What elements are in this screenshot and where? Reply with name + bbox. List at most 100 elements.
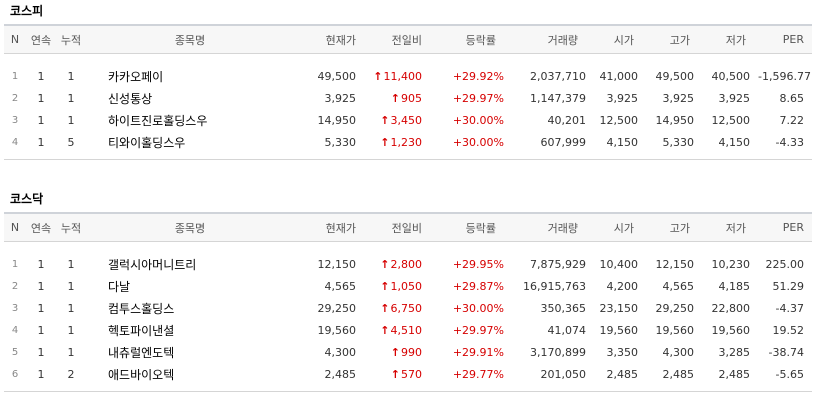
stock-name-link[interactable]: 헥토파이낸셜	[108, 323, 175, 338]
change-value: 11,400	[383, 69, 423, 83]
table-header-row: N 연속 누적 종목명 현재가 전일비 등락률 거래량 시가 고가 저가 PER	[4, 212, 812, 242]
column-header: 연속	[26, 24, 56, 54]
table-header-row: N 연속 누적 종목명 현재가 전일비 등락률 거래량 시가 고가 저가 PER	[4, 24, 812, 54]
price-cell: 14,950	[317, 113, 357, 127]
change-cell: ↑990	[366, 341, 438, 363]
price-cell: 29,250	[317, 301, 357, 315]
high-cell: 5,330	[662, 135, 695, 149]
rate-cell: +29.95%	[452, 257, 504, 271]
column-header: 등락률	[438, 212, 510, 242]
change-value: 2,800	[390, 257, 423, 271]
change-cell: ↑905	[366, 87, 438, 109]
open-cell: 3,350	[606, 345, 639, 359]
column-header: 시가	[588, 24, 642, 54]
upper-limit-arrow-icon: ↑	[390, 367, 400, 381]
upper-limit-arrow-icon: ↑	[380, 279, 390, 293]
streak-cell: 1	[37, 367, 45, 381]
change-value: 6,750	[390, 301, 423, 315]
upper-limit-arrow-icon: ↑	[380, 135, 390, 149]
stock-name-link[interactable]: 하이트진로홀딩스우	[108, 113, 208, 128]
section-title: 코스닥	[10, 192, 44, 206]
volume-cell: 7,875,929	[530, 257, 586, 271]
low-cell: 4,185	[718, 279, 751, 293]
cumulative-cell: 2	[67, 367, 75, 381]
volume-cell: 201,050	[540, 367, 587, 381]
row-number: 5	[11, 346, 19, 358]
stock-name-link[interactable]: 갤럭시아머니트리	[108, 257, 197, 272]
change-value: 3,450	[390, 113, 423, 127]
open-cell: 3,925	[606, 91, 639, 105]
change-value: 1,050	[390, 279, 423, 293]
cumulative-cell: 5	[67, 135, 75, 149]
table-row: 1 1 1 카카오페이 49,500 ↑11,400 +29.92% 2,037,710 41,…	[4, 65, 812, 87]
high-cell: 4,565	[662, 279, 695, 293]
low-cell: 4,150	[718, 135, 751, 149]
upper-limit-arrow-icon: ↑	[380, 257, 390, 271]
column-header: 종목명	[86, 24, 294, 54]
row-number: 1	[11, 258, 19, 270]
change-cell: ↑11,400	[366, 65, 438, 87]
rate-cell: +29.77%	[452, 367, 504, 381]
volume-cell: 350,365	[540, 301, 587, 315]
low-cell: 12,500	[711, 113, 751, 127]
stock-name-link[interactable]: 신성통상	[108, 91, 153, 106]
high-cell: 49,500	[655, 69, 695, 83]
per-cell: 19.52	[772, 323, 805, 337]
volume-cell: 41,074	[547, 323, 587, 337]
cumulative-cell: 1	[67, 69, 75, 83]
stock-name-link[interactable]: 내츄럴엔도텍	[108, 345, 175, 360]
column-header: 등락률	[438, 24, 510, 54]
table-row: 4 1 5 티와이홀딩스우 5,330 ↑1,230 +30.00% 607,999 4,150…	[4, 131, 812, 153]
high-cell: 29,250	[655, 301, 695, 315]
per-cell: 225.00	[765, 257, 805, 271]
streak-cell: 1	[37, 323, 45, 337]
table-row: 5 1 1 내츄럴엔도텍 4,300 ↑990 +29.91% 3,170,899 3,350 4…	[4, 341, 812, 363]
change-cell: ↑4,510	[366, 319, 438, 341]
change-cell: ↑3,450	[366, 109, 438, 131]
column-header: 저가	[698, 24, 754, 54]
rate-cell: +29.97%	[452, 323, 504, 337]
upper-limit-arrow-icon: ↑	[390, 91, 400, 105]
price-cell: 49,500	[317, 69, 357, 83]
cumulative-cell: 1	[67, 91, 75, 105]
row-number: 2	[11, 92, 19, 104]
per-cell: 7.22	[779, 113, 805, 127]
per-cell: 8.65	[779, 91, 805, 105]
open-cell: 4,200	[606, 279, 639, 293]
stock-name-link[interactable]: 다날	[108, 279, 131, 294]
streak-cell: 1	[37, 257, 45, 271]
change-value: 905	[401, 91, 422, 105]
stock-name-link[interactable]: 컴투스홀딩스	[108, 301, 175, 316]
upper-limit-arrow-icon: ↑	[390, 345, 400, 359]
kospi-section: 코스피 N 연속 누적 종목명 현재가 전일비 등락률 거래량 시가 고가 저가 PER 1 1 1 카카오페이…	[0, 0, 828, 160]
change-cell: ↑2,800	[366, 253, 438, 275]
per-cell: -38.74	[768, 345, 804, 359]
cumulative-cell: 1	[67, 279, 75, 293]
table-row: 6 1 2 애드바이오텍 2,485 ↑570 +29.77% 201,050 2,485 2,4…	[4, 363, 812, 385]
volume-cell: 607,999	[540, 135, 587, 149]
high-cell: 3,925	[662, 91, 695, 105]
open-cell: 23,150	[599, 301, 639, 315]
column-header: 누적	[56, 24, 86, 54]
high-cell: 2,485	[662, 367, 695, 381]
open-cell: 41,000	[599, 69, 639, 83]
low-cell: 22,800	[711, 301, 751, 315]
streak-cell: 1	[37, 345, 45, 359]
upper-limit-arrow-icon: ↑	[380, 323, 390, 337]
table-row: 2 1 1 신성통상 3,925 ↑905 +29.97% 1,147,379 3,925 3,9…	[4, 87, 812, 109]
column-header: PER	[754, 24, 812, 54]
high-cell: 4,300	[662, 345, 695, 359]
column-header: 연속	[26, 212, 56, 242]
column-header: 저가	[698, 212, 754, 242]
stock-name-link[interactable]: 카카오페이	[108, 69, 164, 84]
open-cell: 19,560	[599, 323, 639, 337]
change-value: 1,230	[390, 135, 423, 149]
price-cell: 4,565	[324, 279, 357, 293]
cumulative-cell: 1	[67, 323, 75, 337]
stock-table: N 연속 누적 종목명 현재가 전일비 등락률 거래량 시가 고가 저가 PER 1 1 1 갤럭시아머니트리…	[4, 212, 812, 392]
per-cell: -1,596.77	[758, 69, 811, 83]
row-number: 3	[11, 114, 19, 126]
stock-name-link[interactable]: 애드바이오텍	[108, 367, 175, 382]
stock-name-link[interactable]: 티와이홀딩스우	[108, 135, 186, 150]
cumulative-cell: 1	[67, 301, 75, 315]
